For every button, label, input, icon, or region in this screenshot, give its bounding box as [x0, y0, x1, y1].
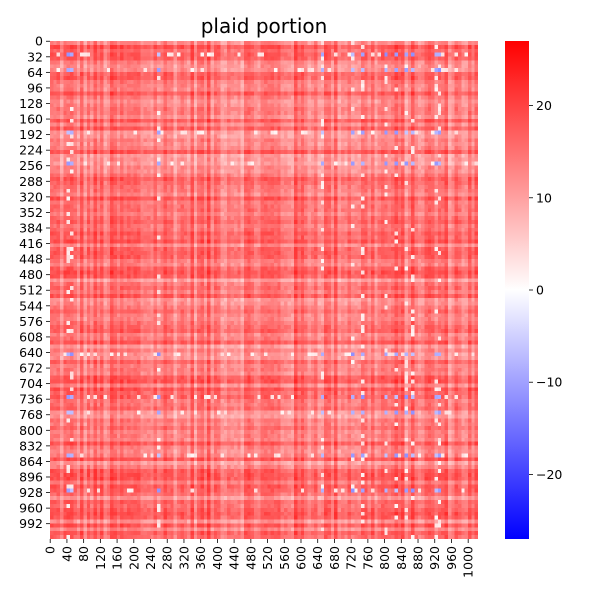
y-tick-label: 384: [19, 220, 43, 235]
x-tick-label: 320: [176, 546, 191, 570]
x-tick-label: 920: [427, 546, 442, 570]
y-tick-label: 160: [19, 112, 43, 127]
x-tick-label: 0: [43, 546, 58, 554]
x-tick-label: 800: [377, 546, 392, 570]
colorbar-tick-label: −20: [536, 467, 562, 482]
x-axis: 0 40 80 120 160 200 240 280 320 360 400 440 480 520 56…: [43, 539, 476, 578]
x-tick-label: 240: [143, 546, 158, 570]
y-tick-label: 32: [27, 49, 43, 64]
y-tick-label: 448: [19, 252, 43, 267]
chart-title: plaid portion: [201, 14, 328, 38]
x-tick-label: 120: [93, 546, 108, 570]
y-tick-label: 256: [19, 158, 43, 173]
y-tick-label: 288: [19, 174, 43, 189]
colorbar-gradient: [505, 41, 529, 539]
y-tick-label: 576: [19, 314, 43, 329]
heatmap-cells: [50, 41, 478, 539]
y-tick-label: 416: [19, 236, 43, 251]
colorbar: 20 10 0 −10 −20: [505, 41, 562, 539]
x-tick-label: 280: [160, 546, 175, 570]
y-tick-label: 896: [19, 469, 43, 484]
x-tick-label: 880: [411, 546, 426, 570]
y-tick-label: 928: [19, 485, 43, 500]
y-tick-label: 736: [19, 392, 43, 407]
y-tick-label: 192: [19, 127, 43, 142]
colorbar-tick-label: 10: [536, 190, 552, 205]
y-tick-label: 352: [19, 205, 43, 220]
x-tick-label: 200: [126, 546, 141, 570]
x-tick-label: 680: [327, 546, 342, 570]
y-tick-label: 544: [19, 298, 43, 313]
y-tick-label: 800: [19, 423, 43, 438]
y-tick-label: 224: [19, 143, 43, 158]
y-tick-label: 608: [19, 329, 43, 344]
colorbar-tick-label: −10: [536, 375, 562, 390]
x-tick-label: 1000: [461, 546, 476, 578]
x-tick-label: 640: [310, 546, 325, 570]
y-tick-label: 992: [19, 516, 43, 531]
x-tick-label: 760: [360, 546, 375, 570]
x-tick-label: 840: [394, 546, 409, 570]
x-tick-label: 520: [260, 546, 275, 570]
x-tick-label: 400: [210, 546, 225, 570]
x-tick-label: 360: [193, 546, 208, 570]
y-tick-label: 640: [19, 345, 43, 360]
y-tick-label: 768: [19, 407, 43, 422]
y-tick-label: 320: [19, 189, 43, 204]
x-tick-label: 720: [344, 546, 359, 570]
x-tick-label: 440: [227, 546, 242, 570]
heatmap-plot-area: [50, 41, 478, 539]
y-tick-label: 0: [35, 34, 43, 49]
x-tick-label: 600: [293, 546, 308, 570]
x-tick-label: 160: [110, 546, 125, 570]
colorbar-tick-label: 20: [536, 98, 552, 113]
y-tick-label: 128: [19, 96, 43, 111]
x-tick-label: 560: [277, 546, 292, 570]
x-tick-label: 40: [59, 546, 74, 562]
colorbar-tick-label: 0: [536, 283, 544, 298]
y-tick-label: 480: [19, 267, 43, 282]
x-tick-label: 80: [76, 546, 91, 562]
y-tick-label: 512: [19, 283, 43, 298]
x-tick-label: 480: [243, 546, 258, 570]
y-tick-label: 672: [19, 361, 43, 376]
y-tick-label: 864: [19, 454, 43, 469]
y-axis: 0326496128160192224256288320352384416448…: [19, 34, 50, 531]
y-tick-label: 960: [19, 501, 43, 516]
y-tick-label: 832: [19, 438, 43, 453]
x-tick-label: 960: [444, 546, 459, 570]
y-tick-label: 64: [27, 65, 43, 80]
y-tick-label: 704: [19, 376, 43, 391]
y-tick-label: 96: [27, 80, 43, 95]
